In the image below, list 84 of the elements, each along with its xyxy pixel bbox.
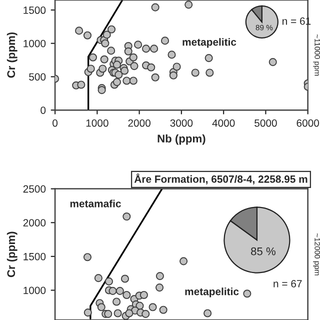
point bbox=[97, 303, 106, 312]
pie-slice bbox=[245, 5, 278, 38]
annotation: n = 67 bbox=[274, 280, 302, 288]
y-tick-label: 1000 bbox=[24, 286, 46, 294]
point bbox=[151, 73, 160, 82]
point bbox=[184, 0, 193, 9]
point bbox=[150, 44, 158, 53]
point bbox=[140, 290, 148, 300]
point bbox=[100, 55, 108, 64]
y-tick-label: 2500 bbox=[23, 185, 46, 193]
point bbox=[243, 290, 252, 298]
x-tick-label: 3000 bbox=[170, 119, 193, 127]
point bbox=[129, 53, 138, 62]
point bbox=[204, 309, 212, 318]
point bbox=[112, 298, 121, 306]
x-tick-label: 4000 bbox=[212, 119, 235, 127]
point bbox=[156, 284, 164, 292]
point bbox=[204, 54, 213, 62]
annotation: metapelitic bbox=[185, 288, 239, 298]
point bbox=[156, 272, 164, 280]
chart-title: Åre Formation, 6507/8-4, 2258.95 m bbox=[134, 174, 308, 184]
y-tick-label: 0 bbox=[40, 106, 46, 114]
point bbox=[120, 66, 129, 75]
point bbox=[125, 309, 134, 318]
point bbox=[112, 78, 121, 86]
point bbox=[120, 274, 130, 283]
point bbox=[104, 310, 112, 318]
point bbox=[122, 290, 131, 300]
point bbox=[169, 71, 178, 80]
point bbox=[124, 47, 132, 56]
y-axis-title: Cr (ppm) bbox=[6, 232, 18, 278]
point bbox=[86, 64, 95, 73]
y-tick-label: 1500 bbox=[24, 252, 46, 260]
point bbox=[147, 63, 156, 72]
point bbox=[142, 310, 150, 318]
point bbox=[160, 36, 170, 45]
point bbox=[94, 274, 102, 282]
point bbox=[159, 306, 168, 314]
x-tick-label: 2000 bbox=[128, 119, 150, 127]
y-tick-label: 1000 bbox=[24, 40, 46, 48]
x-tick-label: 5000 bbox=[254, 119, 277, 127]
point bbox=[114, 309, 122, 318]
point bbox=[180, 257, 188, 266]
data-label: 85 % bbox=[251, 247, 276, 256]
y-tick-label: 2000 bbox=[23, 219, 46, 226]
point bbox=[75, 26, 84, 35]
y-axis-title: Cr (ppm) bbox=[6, 32, 18, 78]
point bbox=[102, 30, 111, 39]
point bbox=[130, 62, 138, 70]
point bbox=[148, 303, 157, 312]
point bbox=[151, 3, 160, 12]
x-tick-label: 0 bbox=[52, 119, 58, 127]
point bbox=[142, 44, 150, 53]
point bbox=[104, 277, 113, 286]
point bbox=[83, 253, 92, 262]
point bbox=[108, 286, 117, 295]
point bbox=[122, 76, 131, 85]
point bbox=[77, 80, 86, 89]
point bbox=[107, 25, 116, 34]
point bbox=[122, 212, 131, 221]
point bbox=[172, 62, 181, 71]
annotation: metamafic bbox=[70, 200, 121, 208]
point bbox=[116, 286, 124, 295]
x-tick-label: 1000 bbox=[86, 119, 108, 127]
y-tick-label: 500 bbox=[29, 73, 46, 81]
point bbox=[107, 46, 116, 55]
point bbox=[83, 31, 92, 40]
x-axis-title: Nb (ppm) bbox=[158, 134, 206, 145]
pie-slice bbox=[224, 206, 290, 274]
point bbox=[191, 68, 200, 77]
point bbox=[84, 308, 92, 317]
point bbox=[268, 58, 277, 66]
x-tick-label: 6000 bbox=[296, 119, 320, 127]
point bbox=[134, 40, 142, 49]
y-tick-label: 1500 bbox=[24, 6, 46, 14]
point bbox=[129, 76, 138, 85]
point bbox=[112, 60, 121, 69]
point bbox=[114, 70, 123, 79]
point bbox=[98, 64, 107, 73]
point bbox=[206, 68, 214, 77]
point bbox=[88, 53, 97, 62]
point bbox=[101, 39, 110, 48]
point bbox=[168, 50, 176, 59]
annotation: metapelitic bbox=[182, 38, 236, 48]
